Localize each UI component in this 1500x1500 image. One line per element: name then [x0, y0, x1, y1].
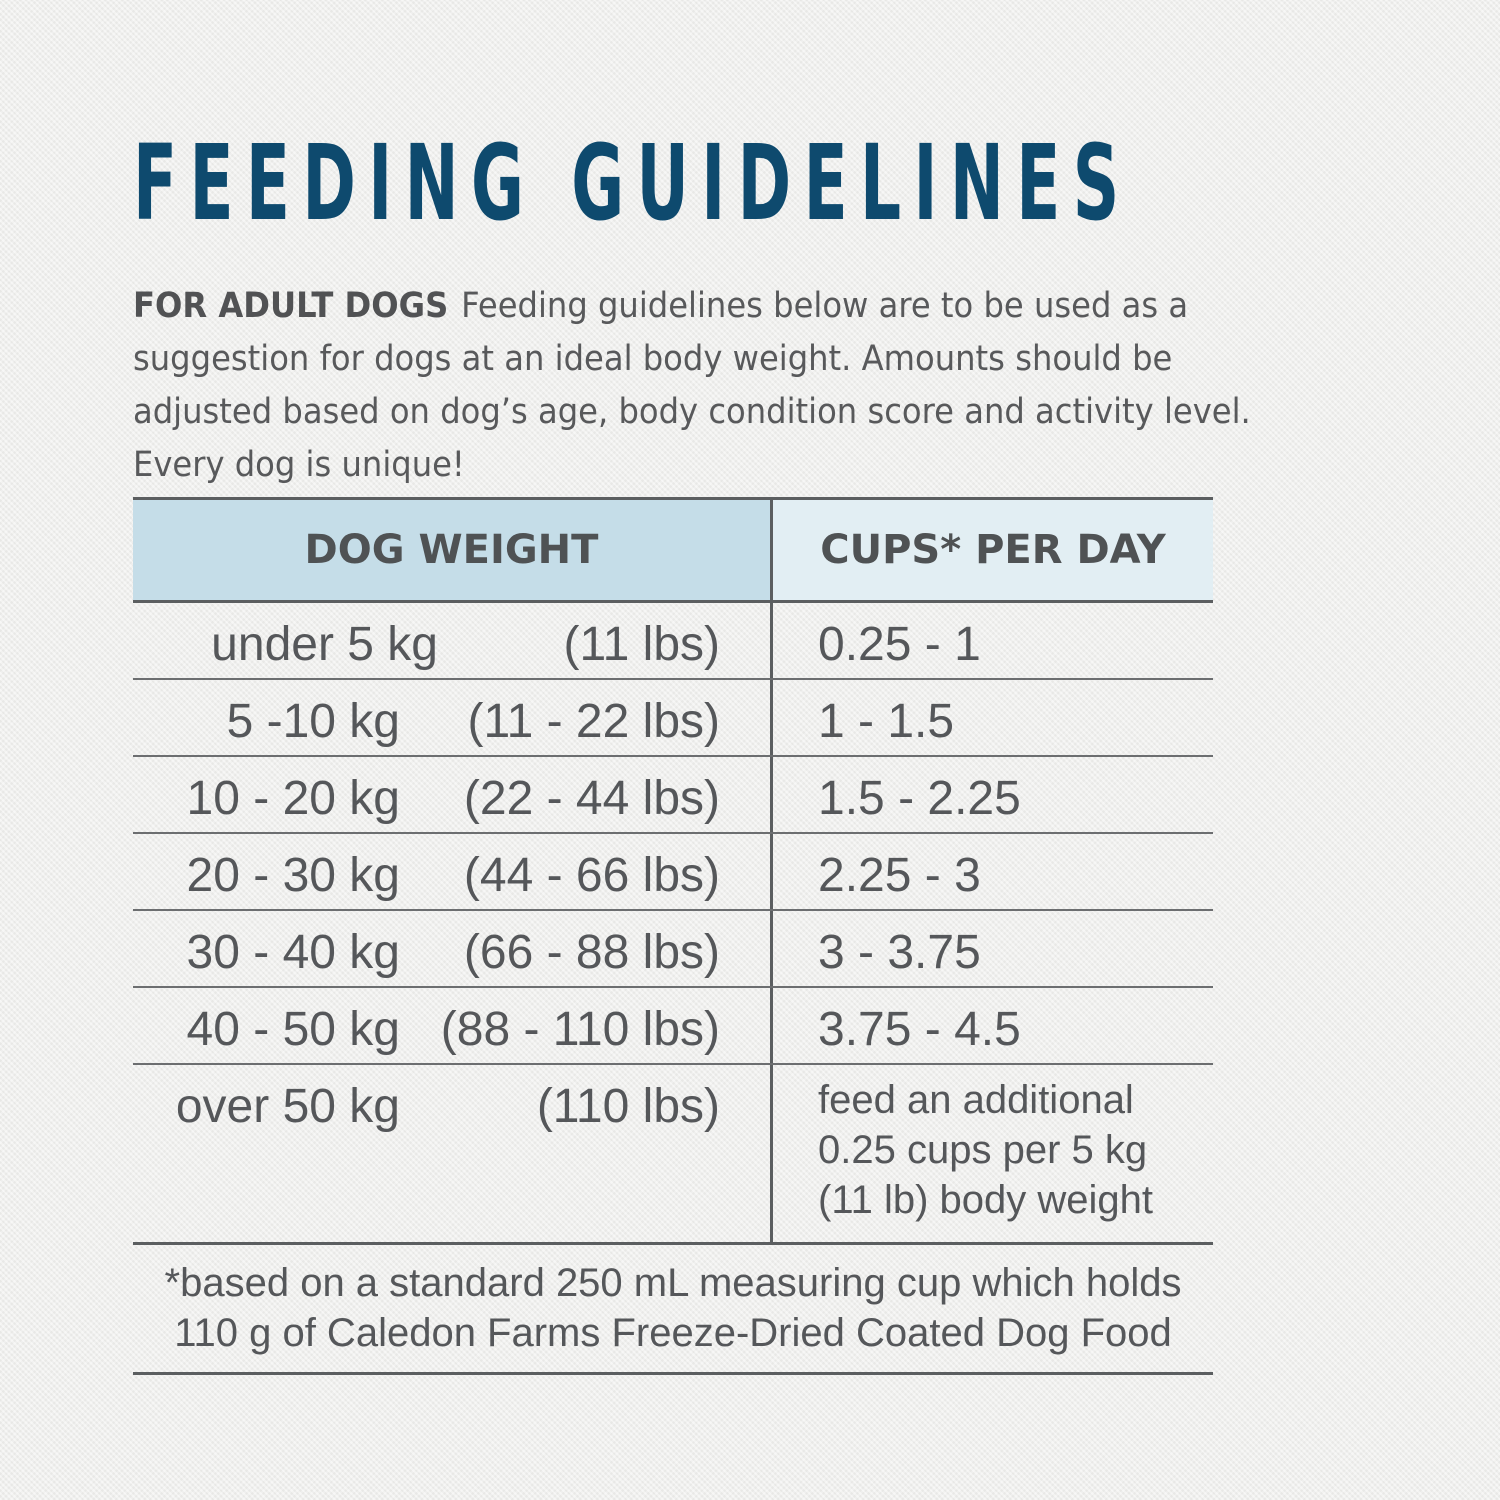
table-row: 30 - 40 kg (66 - 88 lbs) 3 - 3.75: [133, 911, 1213, 988]
cups-cell: 1.5 - 2.25: [818, 772, 1021, 825]
intro-lead: FOR ADULT DOGS: [133, 286, 449, 326]
feeding-table: DOG WEIGHT CUPS* PER DAY under 5 kg (11 …: [133, 497, 1213, 1245]
weight-cell: 30 - 40 kg (66 - 88 lbs): [133, 911, 773, 986]
footnote-line-2: 110 g of Caledon Farms Freeze-Dried Coat…: [174, 1311, 1172, 1355]
weight-lbs: (44 - 66 lbs): [463, 849, 720, 902]
weight-kg: over 50 kg: [175, 1080, 400, 1133]
weight-cell: over 50 kg (110 lbs): [133, 1065, 773, 1242]
table-row: over 50 kg (110 lbs) feed an additional …: [133, 1065, 1213, 1245]
cups-cell: 2.25 - 3: [818, 849, 981, 902]
footnote: *based on a standard 250 mL measuring cu…: [133, 1258, 1213, 1375]
weight-cell: under 5 kg (11 lbs): [133, 603, 773, 678]
header-dog-weight: DOG WEIGHT: [133, 500, 773, 600]
weight-kg: 30 - 40 kg: [186, 926, 400, 979]
cups-cell: 3 - 3.75: [818, 926, 981, 979]
weight-cell: 10 - 20 kg (22 - 44 lbs): [133, 757, 773, 832]
cups-cell: feed an additional 0.25 cups per 5 kg (1…: [818, 1078, 1153, 1222]
weight-kg: 20 - 30 kg: [186, 849, 400, 902]
weight-kg: 40 - 50 kg: [186, 1003, 400, 1056]
weight-lbs: (66 - 88 lbs): [463, 926, 720, 979]
table-row: 10 - 20 kg (22 - 44 lbs) 1.5 - 2.25: [133, 757, 1213, 834]
footnote-line-1: *based on a standard 250 mL measuring cu…: [164, 1261, 1182, 1305]
weight-kg: 10 - 20 kg: [186, 772, 400, 825]
page-title: FEEDING GUIDELINES: [133, 122, 1132, 244]
table-row: under 5 kg (11 lbs) 0.25 - 1: [133, 603, 1213, 680]
weight-cell: 5 -10 kg (11 - 22 lbs): [133, 680, 773, 755]
weight-cell: 20 - 30 kg (44 - 66 lbs): [133, 834, 773, 909]
table-row: 5 -10 kg (11 - 22 lbs) 1 - 1.5: [133, 680, 1213, 757]
header-cups-per-day: CUPS* PER DAY: [773, 500, 1213, 600]
weight-lbs: (11 - 22 lbs): [467, 695, 720, 748]
table-row: 20 - 30 kg (44 - 66 lbs) 2.25 - 3: [133, 834, 1213, 911]
intro-text: Feeding guidelines below are to be used …: [133, 286, 1251, 485]
weight-lbs: (110 lbs): [536, 1080, 720, 1133]
weight-lbs: (11 lbs): [563, 618, 721, 671]
table-row: 40 - 50 kg (88 - 110 lbs) 3.75 - 4.5: [133, 988, 1213, 1065]
weight-cell: 40 - 50 kg (88 - 110 lbs): [133, 988, 773, 1063]
weight-kg: under 5 kg: [211, 618, 438, 671]
weight-lbs: (88 - 110 lbs): [440, 1003, 720, 1056]
cups-cell: 3.75 - 4.5: [818, 1003, 1021, 1056]
cups-cell: 0.25 - 1: [818, 618, 981, 671]
intro-paragraph: FOR ADULT DOGS Feeding guidelines below a…: [133, 280, 1311, 492]
weight-kg: 5 -10 kg: [226, 695, 400, 748]
table-header-row: DOG WEIGHT CUPS* PER DAY: [133, 497, 1213, 603]
weight-lbs: (22 - 44 lbs): [463, 772, 720, 825]
cups-cell: 1 - 1.5: [818, 695, 955, 748]
